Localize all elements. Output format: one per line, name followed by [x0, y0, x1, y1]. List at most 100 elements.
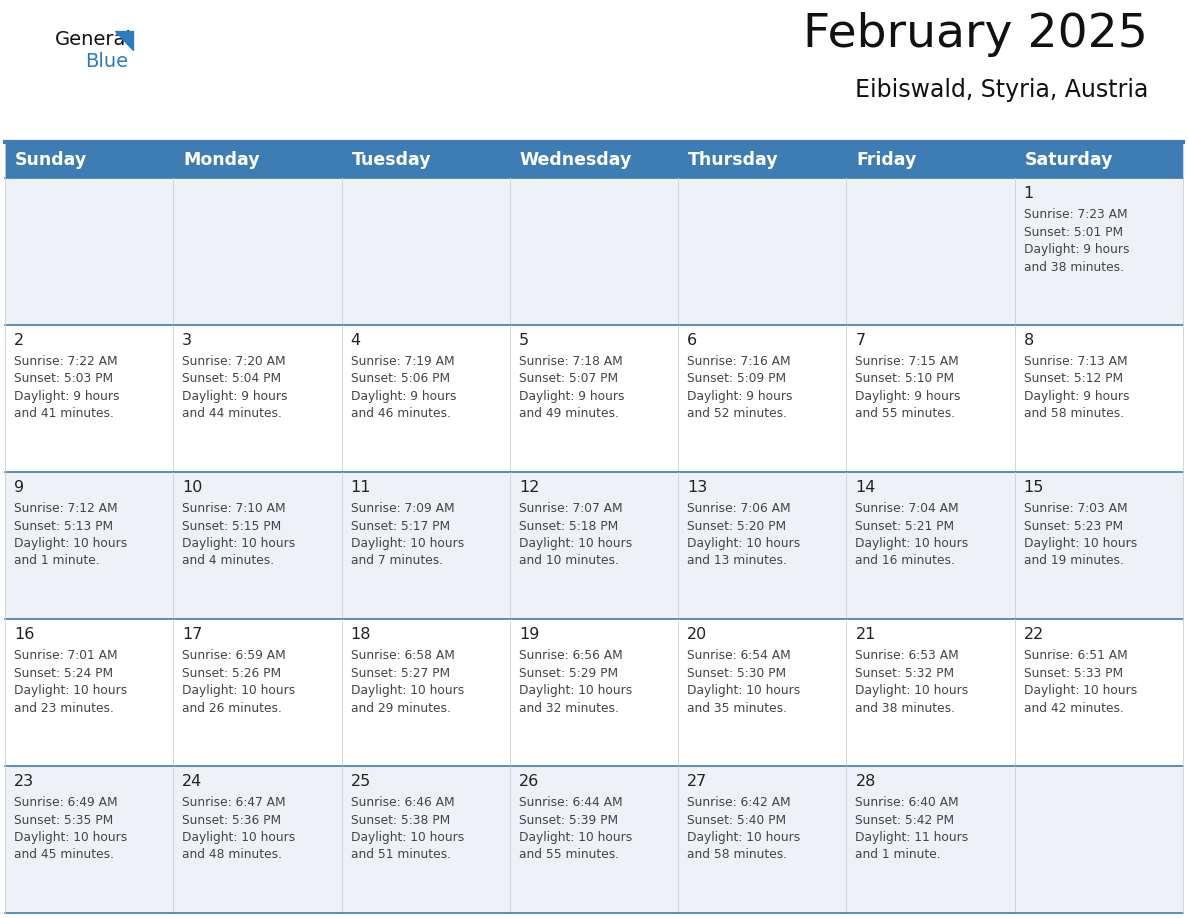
Text: and 23 minutes.: and 23 minutes.: [14, 701, 114, 714]
Text: and 19 minutes.: and 19 minutes.: [1024, 554, 1124, 567]
Text: Daylight: 9 hours: Daylight: 9 hours: [1024, 390, 1130, 403]
Text: Sunrise: 7:06 AM: Sunrise: 7:06 AM: [687, 502, 791, 515]
Text: Daylight: 9 hours: Daylight: 9 hours: [14, 390, 120, 403]
Text: and 7 minutes.: and 7 minutes.: [350, 554, 443, 567]
Text: Sunset: 5:39 PM: Sunset: 5:39 PM: [519, 813, 618, 826]
Text: Sunrise: 7:13 AM: Sunrise: 7:13 AM: [1024, 355, 1127, 368]
Text: Sunset: 5:17 PM: Sunset: 5:17 PM: [350, 520, 450, 532]
Text: and 55 minutes.: and 55 minutes.: [855, 408, 955, 420]
Text: 6: 6: [687, 333, 697, 348]
Text: 25: 25: [350, 774, 371, 789]
Text: Daylight: 9 hours: Daylight: 9 hours: [519, 390, 625, 403]
Text: and 52 minutes.: and 52 minutes.: [687, 408, 788, 420]
Text: and 58 minutes.: and 58 minutes.: [687, 848, 788, 861]
Text: Daylight: 10 hours: Daylight: 10 hours: [182, 537, 296, 550]
Text: Saturday: Saturday: [1025, 151, 1113, 169]
Text: and 1 minute.: and 1 minute.: [14, 554, 100, 567]
Text: Sunrise: 6:53 AM: Sunrise: 6:53 AM: [855, 649, 959, 662]
Text: Daylight: 10 hours: Daylight: 10 hours: [14, 831, 127, 844]
Text: Sunset: 5:09 PM: Sunset: 5:09 PM: [687, 373, 786, 386]
Text: Sunset: 5:42 PM: Sunset: 5:42 PM: [855, 813, 954, 826]
Text: Daylight: 10 hours: Daylight: 10 hours: [182, 684, 296, 697]
Text: Daylight: 9 hours: Daylight: 9 hours: [1024, 243, 1130, 256]
Text: and 55 minutes.: and 55 minutes.: [519, 848, 619, 861]
Text: 15: 15: [1024, 480, 1044, 495]
Text: Daylight: 10 hours: Daylight: 10 hours: [350, 537, 463, 550]
Text: Sunrise: 6:49 AM: Sunrise: 6:49 AM: [14, 796, 118, 809]
Text: Sunset: 5:04 PM: Sunset: 5:04 PM: [182, 373, 282, 386]
Text: Sunset: 5:36 PM: Sunset: 5:36 PM: [182, 813, 282, 826]
Text: 18: 18: [350, 627, 371, 642]
Text: Daylight: 10 hours: Daylight: 10 hours: [350, 831, 463, 844]
Text: Daylight: 10 hours: Daylight: 10 hours: [14, 684, 127, 697]
Text: and 4 minutes.: and 4 minutes.: [182, 554, 274, 567]
Text: Sunset: 5:30 PM: Sunset: 5:30 PM: [687, 666, 786, 679]
Text: Sunset: 5:23 PM: Sunset: 5:23 PM: [1024, 520, 1123, 532]
Text: Sunday: Sunday: [15, 151, 87, 169]
Text: 3: 3: [182, 333, 192, 348]
Bar: [5, 619, 1183, 766]
Text: Daylight: 10 hours: Daylight: 10 hours: [519, 831, 632, 844]
Text: Sunset: 5:33 PM: Sunset: 5:33 PM: [1024, 666, 1123, 679]
Text: Sunrise: 6:40 AM: Sunrise: 6:40 AM: [855, 796, 959, 809]
Text: Sunrise: 7:09 AM: Sunrise: 7:09 AM: [350, 502, 454, 515]
Text: 28: 28: [855, 774, 876, 789]
Text: Sunset: 5:13 PM: Sunset: 5:13 PM: [14, 520, 113, 532]
Text: and 26 minutes.: and 26 minutes.: [182, 701, 283, 714]
Text: 8: 8: [1024, 333, 1034, 348]
Text: Blue: Blue: [86, 52, 128, 71]
Polygon shape: [115, 31, 133, 50]
Text: 11: 11: [350, 480, 371, 495]
Text: Sunrise: 7:01 AM: Sunrise: 7:01 AM: [14, 649, 118, 662]
Text: Sunrise: 6:42 AM: Sunrise: 6:42 AM: [687, 796, 791, 809]
Text: Friday: Friday: [857, 151, 917, 169]
Text: 21: 21: [855, 627, 876, 642]
Text: and 38 minutes.: and 38 minutes.: [855, 701, 955, 714]
Text: Daylight: 10 hours: Daylight: 10 hours: [1024, 684, 1137, 697]
Text: and 35 minutes.: and 35 minutes.: [687, 701, 788, 714]
Text: Sunset: 5:29 PM: Sunset: 5:29 PM: [519, 666, 618, 679]
Text: Sunrise: 7:20 AM: Sunrise: 7:20 AM: [182, 355, 286, 368]
Text: Sunset: 5:32 PM: Sunset: 5:32 PM: [855, 666, 954, 679]
Text: and 38 minutes.: and 38 minutes.: [1024, 261, 1124, 274]
Text: 20: 20: [687, 627, 707, 642]
Text: Sunrise: 6:44 AM: Sunrise: 6:44 AM: [519, 796, 623, 809]
Text: Sunrise: 7:10 AM: Sunrise: 7:10 AM: [182, 502, 286, 515]
Text: Daylight: 10 hours: Daylight: 10 hours: [687, 684, 801, 697]
Text: 26: 26: [519, 774, 539, 789]
Bar: [5, 325, 1183, 472]
Text: Sunrise: 7:07 AM: Sunrise: 7:07 AM: [519, 502, 623, 515]
Text: and 13 minutes.: and 13 minutes.: [687, 554, 786, 567]
Text: Sunrise: 6:54 AM: Sunrise: 6:54 AM: [687, 649, 791, 662]
Text: Daylight: 9 hours: Daylight: 9 hours: [182, 390, 287, 403]
Text: Sunrise: 6:59 AM: Sunrise: 6:59 AM: [182, 649, 286, 662]
Text: Daylight: 11 hours: Daylight: 11 hours: [855, 831, 968, 844]
Text: Sunset: 5:35 PM: Sunset: 5:35 PM: [14, 813, 113, 826]
Text: 16: 16: [14, 627, 34, 642]
Text: 24: 24: [182, 774, 202, 789]
Text: Daylight: 10 hours: Daylight: 10 hours: [855, 537, 968, 550]
Text: Sunrise: 6:56 AM: Sunrise: 6:56 AM: [519, 649, 623, 662]
Bar: [5, 472, 1183, 619]
Text: Daylight: 10 hours: Daylight: 10 hours: [182, 831, 296, 844]
Text: Daylight: 10 hours: Daylight: 10 hours: [519, 537, 632, 550]
Text: and 10 minutes.: and 10 minutes.: [519, 554, 619, 567]
Text: and 46 minutes.: and 46 minutes.: [350, 408, 450, 420]
Text: and 44 minutes.: and 44 minutes.: [182, 408, 283, 420]
Text: Daylight: 10 hours: Daylight: 10 hours: [1024, 537, 1137, 550]
Text: Sunset: 5:03 PM: Sunset: 5:03 PM: [14, 373, 113, 386]
Text: Sunrise: 7:12 AM: Sunrise: 7:12 AM: [14, 502, 118, 515]
Text: and 1 minute.: and 1 minute.: [855, 848, 941, 861]
Text: Sunset: 5:12 PM: Sunset: 5:12 PM: [1024, 373, 1123, 386]
Text: Sunrise: 6:58 AM: Sunrise: 6:58 AM: [350, 649, 455, 662]
Text: 17: 17: [182, 627, 203, 642]
Text: 12: 12: [519, 480, 539, 495]
Text: Sunrise: 6:47 AM: Sunrise: 6:47 AM: [182, 796, 286, 809]
Bar: [5, 766, 1183, 913]
Text: and 29 minutes.: and 29 minutes.: [350, 701, 450, 714]
Text: Daylight: 10 hours: Daylight: 10 hours: [350, 684, 463, 697]
Text: Sunrise: 7:19 AM: Sunrise: 7:19 AM: [350, 355, 454, 368]
Text: and 16 minutes.: and 16 minutes.: [855, 554, 955, 567]
Text: Sunset: 5:01 PM: Sunset: 5:01 PM: [1024, 226, 1123, 239]
Text: and 51 minutes.: and 51 minutes.: [350, 848, 450, 861]
